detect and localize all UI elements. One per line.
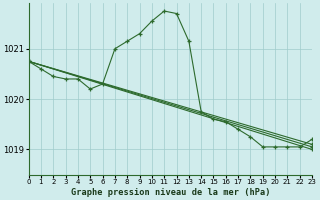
X-axis label: Graphe pression niveau de la mer (hPa): Graphe pression niveau de la mer (hPa) [71,188,270,197]
